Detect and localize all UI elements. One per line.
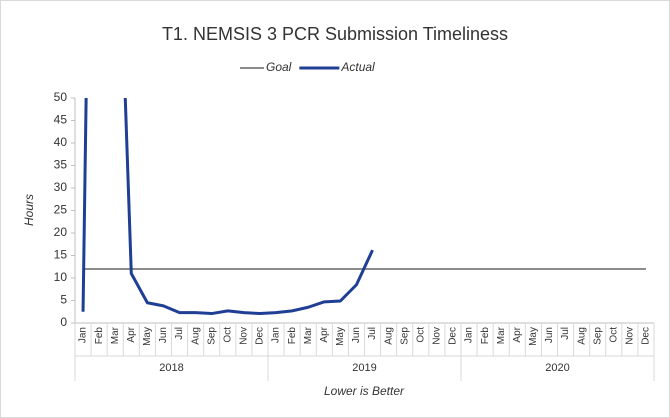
x-axis-label: Lower is Better xyxy=(324,384,405,398)
x-tick-label: Jul xyxy=(367,327,378,340)
x-tick-label: Nov xyxy=(432,327,443,345)
y-tick-label: 25 xyxy=(54,203,68,217)
series-line xyxy=(81,98,374,316)
x-tick-label: Aug xyxy=(190,327,201,345)
y-tick-label: 20 xyxy=(54,225,68,239)
x-tick-label: Oct xyxy=(222,327,233,343)
x-tick-label: Jun xyxy=(158,327,169,343)
x-tick-label: Apr xyxy=(319,326,330,342)
x-tick-label: May xyxy=(142,327,153,346)
chart-title: T1. NEMSIS 3 PCR Submission Timeliness xyxy=(162,24,508,44)
y-tick-label: 30 xyxy=(54,180,68,194)
x-tick-label: Oct xyxy=(608,327,619,343)
x-tick-label: Mar xyxy=(496,326,507,344)
x-tick-label: May xyxy=(335,327,346,346)
y-tick-label: 5 xyxy=(60,293,67,307)
x-tick-label: Apr xyxy=(512,326,523,342)
y-tick-label: 10 xyxy=(54,270,68,284)
y-tick-label: 0 xyxy=(60,315,67,329)
x-group-label: 2020 xyxy=(545,362,569,374)
legend-label: Goal xyxy=(266,60,292,74)
x-tick-label: Dec xyxy=(255,327,266,345)
x-tick-label: Dec xyxy=(448,327,459,345)
x-tick-label: Jan xyxy=(78,327,89,343)
x-tick-label: Mar xyxy=(110,326,121,344)
x-tick-label: Jan xyxy=(464,327,475,343)
y-tick-label: 35 xyxy=(54,158,68,172)
x-tick-label: Sep xyxy=(206,327,217,345)
x-tick-label: Sep xyxy=(592,327,603,345)
x-tick-label: Aug xyxy=(383,327,394,345)
legend-label: Actual xyxy=(340,60,375,74)
x-tick-label: Oct xyxy=(415,327,426,343)
y-tick-label: 45 xyxy=(54,113,68,127)
y-tick-label: 40 xyxy=(54,135,68,149)
x-tick-label: Jul xyxy=(174,327,185,340)
x-tick-label: Mar xyxy=(303,326,314,344)
y-tick-label: 50 xyxy=(54,90,68,104)
y-axis-label: Hours xyxy=(22,194,36,226)
x-tick-label: Nov xyxy=(239,327,250,345)
x-tick-label: Feb xyxy=(480,327,491,345)
x-tick-label: Jan xyxy=(271,327,282,343)
x-tick-label: Feb xyxy=(94,327,105,345)
y-tick-label: 15 xyxy=(54,248,68,262)
x-tick-label: Aug xyxy=(576,327,587,345)
x-tick-label: Jun xyxy=(544,327,555,343)
x-group-label: 2018 xyxy=(159,362,183,374)
x-tick-label: May xyxy=(528,327,539,346)
x-tick-label: Jul xyxy=(560,327,571,340)
x-group-label: 2019 xyxy=(352,362,376,374)
x-tick-label: Jun xyxy=(351,327,362,343)
x-tick-label: Nov xyxy=(625,327,636,345)
x-tick-label: Dec xyxy=(641,327,652,345)
x-tick-label: Sep xyxy=(399,327,410,345)
x-tick-label: Feb xyxy=(287,327,298,345)
x-tick-label: Apr xyxy=(126,326,137,342)
